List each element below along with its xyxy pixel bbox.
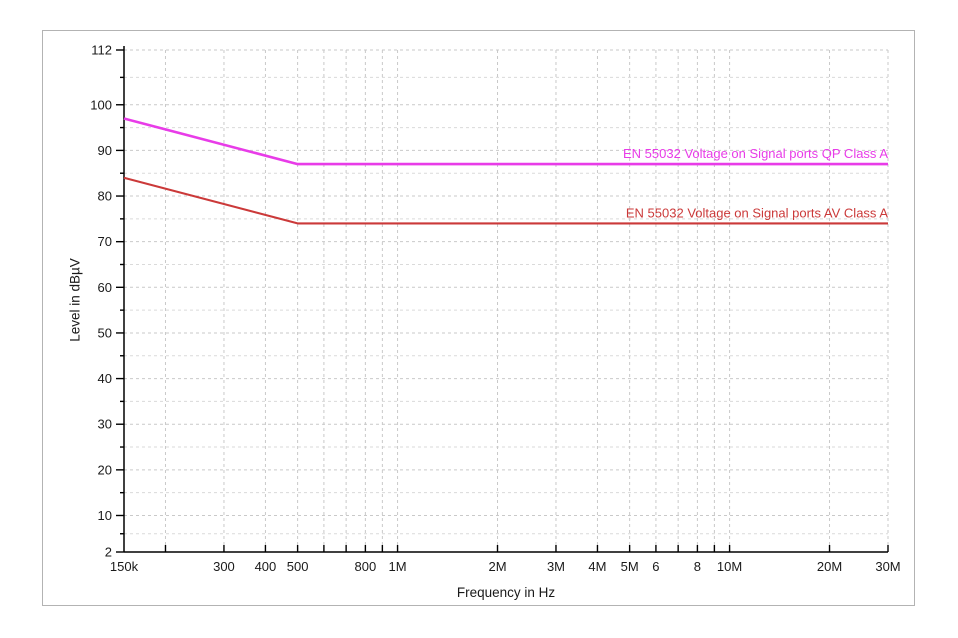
y-tick-label: 80 <box>98 189 112 204</box>
y-tick-label: 50 <box>98 325 112 340</box>
x-tick-label: 6 <box>652 559 659 574</box>
y-tick-label: 40 <box>98 371 112 386</box>
y-tick-label: 70 <box>98 234 112 249</box>
y-tick-label: 30 <box>98 417 112 432</box>
x-tick-label: 3M <box>547 559 565 574</box>
y-tick-label: 90 <box>98 143 112 158</box>
series-label: EN 55032 Voltage on Signal ports AV Clas… <box>626 205 888 220</box>
limit-line <box>123 117 888 166</box>
x-tick-label: 800 <box>355 559 377 574</box>
y-tick-label: 10 <box>98 508 112 523</box>
x-tick-label: 5M <box>621 559 639 574</box>
x-tick-label: 10M <box>717 559 742 574</box>
x-axis-title: Frequency in Hz <box>456 585 556 600</box>
x-tick-label: 1M <box>389 559 407 574</box>
y-tick-label: 100 <box>90 97 112 112</box>
y-tick-label: 20 <box>98 462 112 477</box>
y-tick-label: 112 <box>91 43 112 58</box>
x-tick-label: 500 <box>287 559 309 574</box>
x-tick-label: 400 <box>255 559 277 574</box>
x-tick-label: 8 <box>694 559 701 574</box>
y-axis-title: Level in dBµV <box>67 258 83 342</box>
limit-line <box>123 176 888 225</box>
x-tick-label: 300 <box>213 559 235 574</box>
series-label: EN 55032 Voltage on Signal ports QP Clas… <box>623 146 888 161</box>
x-tick-label: 4M <box>588 559 606 574</box>
y-tick-label: 60 <box>98 280 112 295</box>
x-tick-label: 2M <box>488 559 506 574</box>
x-tick-label: 150k <box>110 559 139 574</box>
chart-frame <box>42 30 915 606</box>
x-tick-label: 30M <box>875 559 900 574</box>
y-tick-label: 2 <box>105 545 112 560</box>
x-tick-label: 20M <box>817 559 842 574</box>
